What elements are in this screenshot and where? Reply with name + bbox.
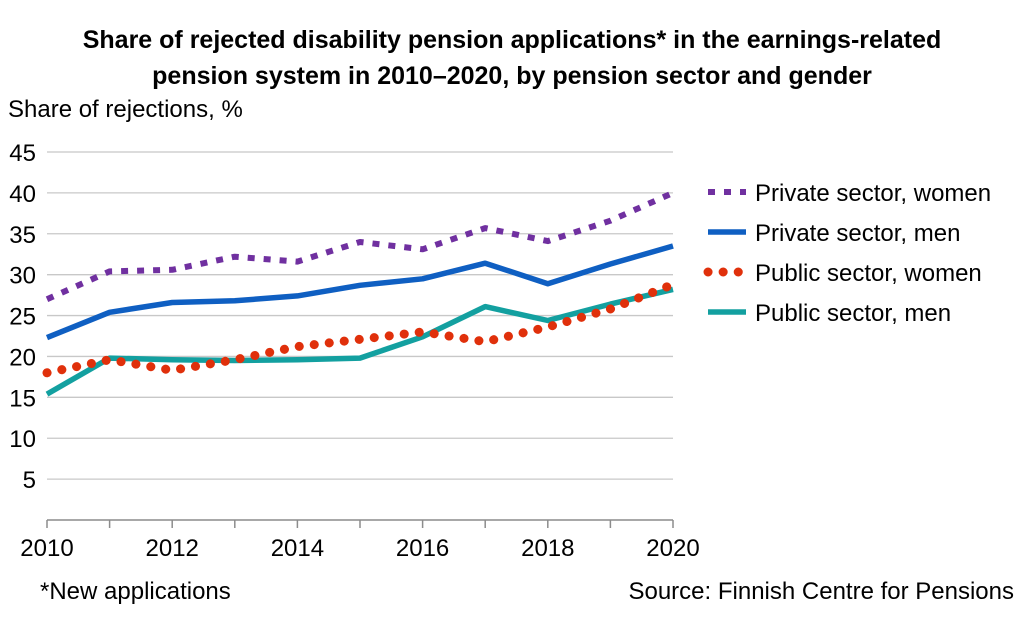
legend-label-2: Private sector, men [755,220,960,247]
footnote: *New applications [40,578,231,605]
source-note: Source: Finnish Centre for Pensions [628,578,1014,605]
chart-title-line-1: Share of rejected disability pension app… [82,26,942,54]
y-tick-label-20: 20 [9,344,36,371]
y-axis-label: Share of rejections, % [8,96,243,123]
y-tick-label-15: 15 [9,385,36,412]
series-line-1 [45,190,675,302]
legend-label-1: Private sector, women [755,180,991,207]
y-tick-label-35: 35 [9,222,36,249]
y-tick-label-40: 40 [9,181,36,208]
x-tick-label-2016: 2016 [396,535,449,562]
series-line-3 [42,280,678,378]
x-tick-label-2012: 2012 [146,535,199,562]
x-tick-label-2020: 2020 [646,535,699,562]
series-line-2 [45,243,674,341]
series-line-4 [45,286,674,397]
x-tick-label-2010: 2010 [20,535,73,562]
y-tick-label-5: 5 [23,467,36,494]
y-tick-label-30: 30 [9,263,36,290]
y-axis-ticks: 5 10 15 20 25 30 35 40 45 [9,140,36,494]
legend-label-4: Public sector, men [755,300,951,327]
y-tick-label-10: 10 [9,426,36,453]
legend-label-3: Public sector, women [755,260,982,287]
legend: Private sector, women Private sector, men… [703,180,991,327]
x-tick-label-2018: 2018 [521,535,574,562]
x-tick-label-2014: 2014 [271,535,324,562]
chart-title-line-2: pension system in 2010–2020, by pension … [152,62,872,90]
series-lines [42,190,678,397]
y-tick-label-25: 25 [9,304,36,331]
y-tick-label-45: 45 [9,140,36,167]
chart-title: Share of rejected disability pension app… [0,22,1024,94]
x-axis: 2010 2012 2014 2016 2018 2020 [20,519,700,562]
